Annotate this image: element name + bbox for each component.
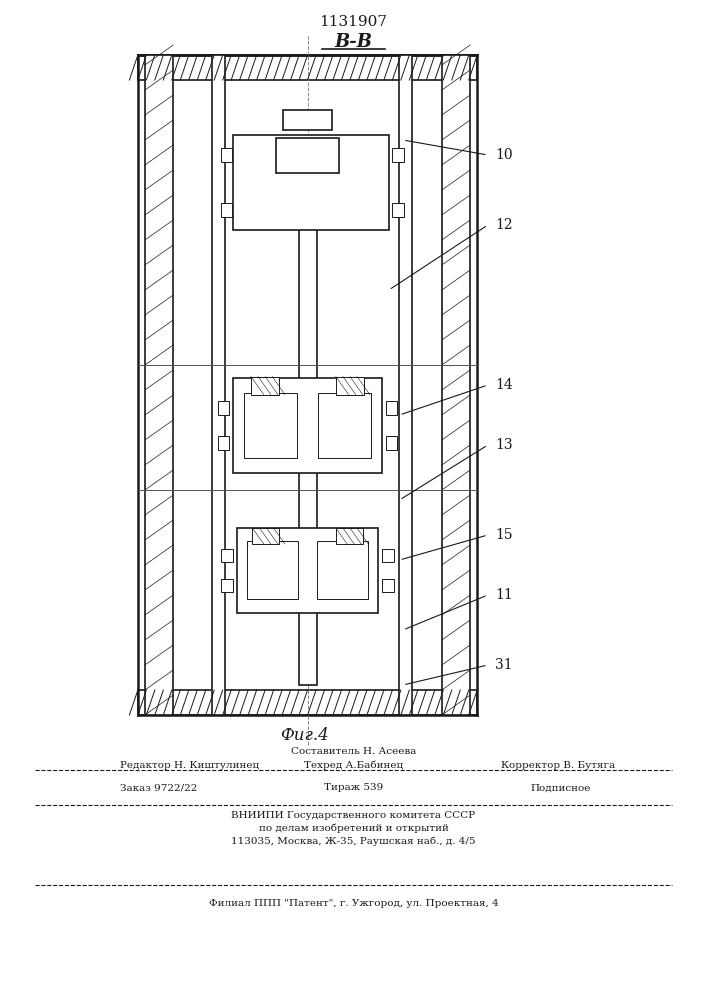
Text: В-В: В-В	[334, 33, 373, 51]
Text: по делам изобретений и открытий: по делам изобретений и открытий	[259, 823, 448, 833]
Bar	[283, 110, 332, 130]
Text: 1131907: 1131907	[320, 15, 387, 29]
Bar	[233, 377, 382, 473]
Bar	[442, 55, 470, 715]
Text: 31: 31	[495, 658, 513, 672]
Bar	[251, 377, 279, 395]
Bar	[386, 436, 397, 450]
Bar	[336, 528, 363, 544]
Bar	[318, 392, 371, 458]
Text: Техред А.Бабинец: Техред А.Бабинец	[304, 760, 403, 770]
Text: Заказ 9722/22: Заказ 9722/22	[120, 784, 197, 792]
Text: 113035, Москва, Ж-35, Раушская наб., д. 4/5: 113035, Москва, Ж-35, Раушская наб., д. …	[231, 836, 476, 846]
Bar	[221, 148, 232, 162]
Bar	[317, 541, 368, 599]
Bar	[299, 190, 317, 685]
Text: 15: 15	[495, 528, 513, 542]
Text: Подписное: Подписное	[530, 784, 590, 792]
Text: 14: 14	[495, 378, 513, 392]
Text: Редактор Н. Киштулинец: Редактор Н. Киштулинец	[120, 760, 259, 770]
Bar	[392, 148, 404, 162]
Bar	[212, 55, 225, 715]
Bar	[382, 549, 394, 562]
Text: Корректор В. Бутяга: Корректор В. Бутяга	[501, 760, 616, 770]
Bar	[138, 55, 477, 80]
Bar	[382, 579, 394, 592]
Text: Фиг.4: Фиг.4	[280, 726, 328, 744]
Bar	[399, 55, 412, 715]
Text: 13: 13	[495, 438, 513, 452]
Bar	[218, 436, 229, 450]
Bar	[221, 203, 232, 217]
Text: Тираж 539: Тираж 539	[324, 784, 383, 792]
Text: Филиал ППП "Патент", г. Ужгород, ул. Проектная, 4: Филиал ППП "Патент", г. Ужгород, ул. Про…	[209, 898, 498, 908]
Bar	[218, 401, 229, 415]
Bar	[221, 549, 233, 562]
Bar	[247, 541, 298, 599]
Bar	[233, 135, 389, 230]
Bar	[244, 392, 297, 458]
Bar	[237, 528, 378, 612]
Text: ВНИИПИ Государственного комитета СССР: ВНИИПИ Государственного комитета СССР	[231, 810, 476, 820]
Text: 11: 11	[495, 588, 513, 602]
Bar	[221, 579, 233, 592]
Bar	[145, 55, 173, 715]
Text: 12: 12	[495, 218, 513, 232]
Bar	[386, 401, 397, 415]
Text: 10: 10	[495, 148, 513, 162]
Bar	[336, 377, 364, 395]
Text: Составитель Н. Асеева: Составитель Н. Асеева	[291, 748, 416, 756]
Bar	[392, 203, 404, 217]
Bar	[252, 528, 279, 544]
Bar	[138, 690, 477, 715]
Bar	[276, 138, 339, 173]
